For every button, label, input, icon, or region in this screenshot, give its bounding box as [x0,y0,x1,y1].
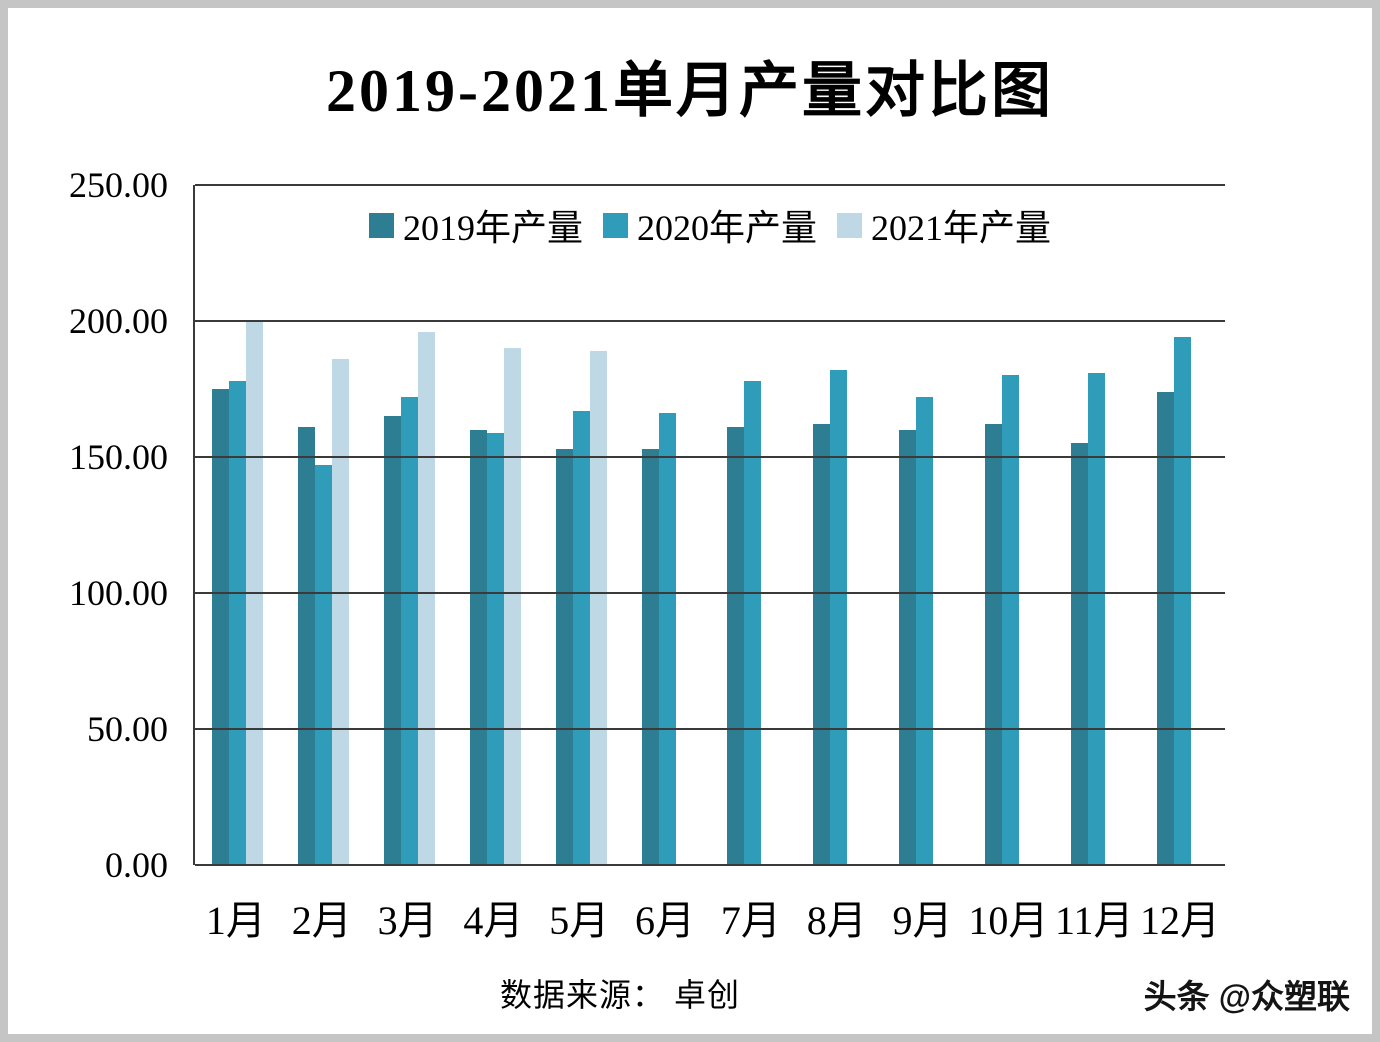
bar-group [624,185,710,865]
bar-2020年产量-3月 [401,397,419,865]
y-axis-tick-label: 100.00 [69,573,168,613]
bar-2019年产量-6月 [641,448,659,865]
bar-groups [195,185,1225,865]
bar-2021年产量-2月 [332,359,350,865]
y-axis-tick-label: 50.00 [87,709,168,749]
y-axis-tick-label: 250.00 [69,165,168,205]
gridline [195,864,1225,866]
legend-label: 2020年产量 [636,208,817,248]
bar-2019年产量-4月 [469,429,487,865]
bar-2020年产量-8月 [830,369,848,865]
x-axis-tick-label: 12月 [1140,898,1221,943]
legend-swatch [837,212,862,238]
bar-2019年产量-1月 [212,389,230,865]
bar-2020年产量-10月 [1001,375,1019,865]
bar-group [367,185,453,865]
plot-area: 2019年产量 2020年产量 2021年产量 [193,184,1225,866]
x-axis-labels: 1月 2月 3月 4月 5月 6月 7月 8月 9月 10月 11月 12月 [193,888,1223,946]
bar-2019年产量-11月 [1070,443,1088,865]
x-axis-tick-label: 1月 [205,898,266,943]
x-axis-tick-label: 6月 [635,898,696,943]
y-axis-tick-label: 0.00 [105,845,168,885]
bar-2020年产量-12月 [1173,337,1191,865]
bar-2019年产量-7月 [727,427,745,865]
bar-2020年产量-5月 [572,410,590,865]
chart-title: 2019-2021单月产量对比图 [326,58,1054,124]
legend-label: 2021年产量 [871,208,1052,248]
x-axis-tick-label: 11月 [1054,898,1134,943]
bar-group [195,185,281,865]
legend-item: 2021年产量 [837,199,1051,251]
gridline [195,728,1225,730]
bar-2021年产量-3月 [418,331,436,865]
bar-group [538,185,624,865]
legend-swatch [368,212,394,238]
bar-2019年产量-9月 [899,429,917,865]
bar-2019年产量-2月 [298,427,316,865]
gridline [195,184,1225,186]
gridline [195,320,1225,322]
legend-swatch [602,212,628,238]
bar-2019年产量-3月 [384,416,402,865]
bar-group [452,185,538,865]
x-axis-tick-label: 3月 [377,898,438,943]
gridline [195,456,1225,458]
bar-2020年产量-1月 [229,380,247,865]
bar-2020年产量-7月 [744,380,762,865]
x-axis-tick-label: 7月 [720,898,781,943]
bar-2020年产量-11月 [1087,372,1105,865]
bar-2019年产量-10月 [984,424,1002,865]
bar-2020年产量-4月 [486,432,504,865]
bar-group [1139,185,1225,865]
y-axis-tick-label: 150.00 [69,437,168,477]
x-axis-tick-label: 2月 [291,898,352,943]
bar-group [796,185,882,865]
bar-group [281,185,367,865]
bar-2019年产量-8月 [813,424,831,865]
legend-label: 2019年产量 [402,208,583,248]
y-axis-tick-label: 200.00 [69,301,168,341]
bar-2020年产量-6月 [658,413,676,865]
bar-2019年产量-5月 [555,448,573,865]
bar-2020年产量-2月 [315,465,333,865]
y-axis-labels: 0.00 50.00 100.00 150.00 200.00 250.00 [8,165,168,885]
legend-item: 2019年产量 [368,199,583,251]
source-note: 数据来源： 卓创 [499,977,740,1013]
bar-2021年产量-5月 [589,350,607,865]
legend: 2019年产量 2020年产量 2021年产量 [195,199,1225,251]
x-axis-tick-label: 5月 [549,898,610,943]
bar-2021年产量-4月 [503,348,521,865]
bar-group [967,185,1053,865]
bar-2019年产量-12月 [1156,391,1174,865]
legend-item: 2020年产量 [602,199,817,251]
x-axis-tick-label: 10月 [968,898,1049,943]
bar-group [710,185,796,865]
bar-group [1053,185,1139,865]
x-axis-tick-label: 8月 [806,898,867,943]
x-axis-tick-label: 4月 [463,898,524,943]
bar-2020年产量-9月 [916,397,934,865]
watermark: 头条 @众塑联 [1143,978,1350,1015]
bar-group [882,185,968,865]
x-axis-tick-label: 9月 [892,898,953,943]
gridline [195,592,1225,594]
